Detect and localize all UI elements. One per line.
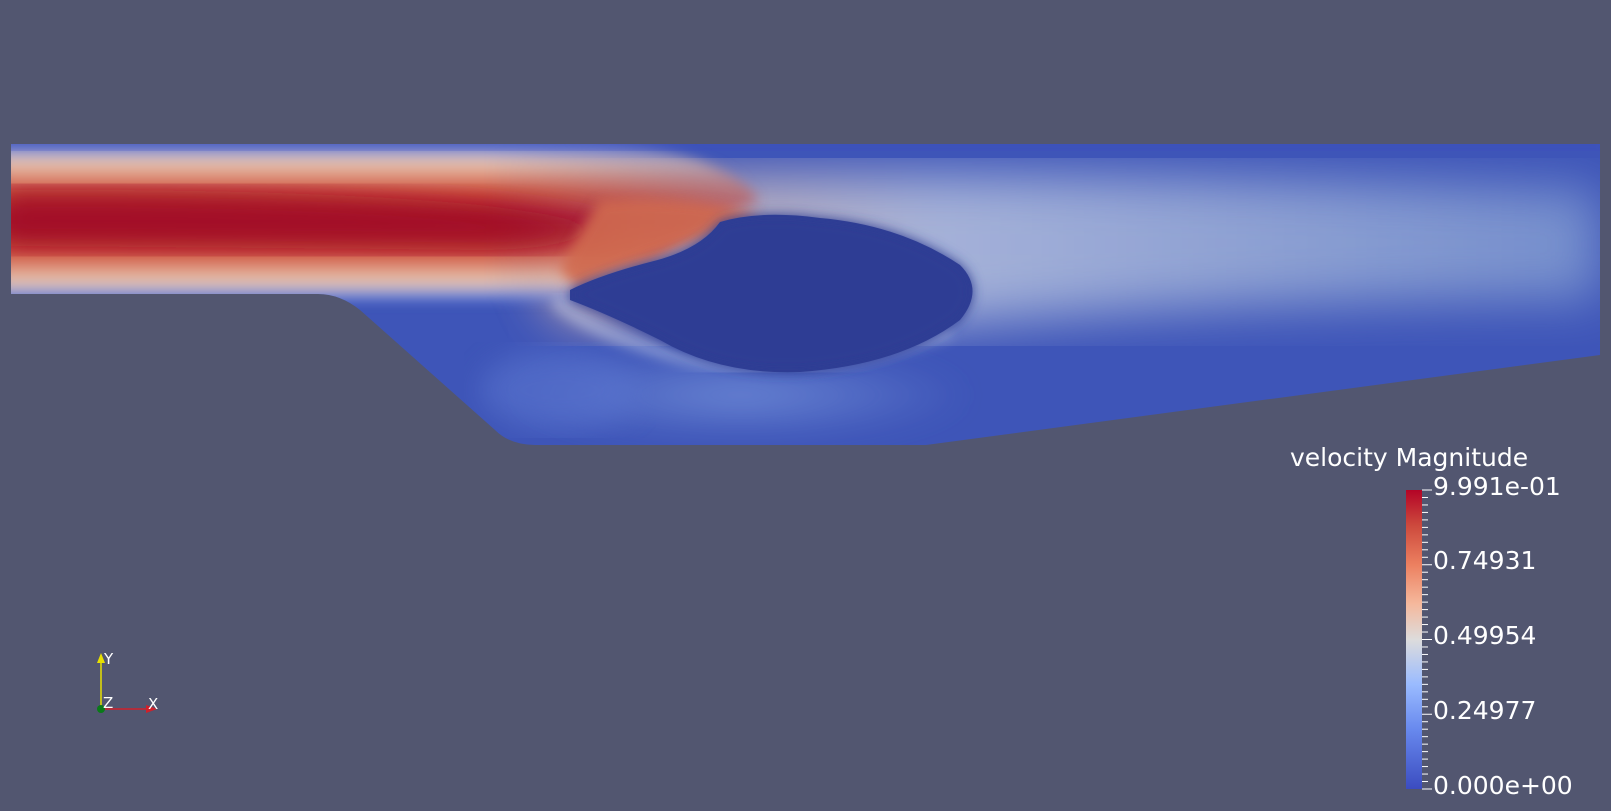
color-legend-bar[interactable] [1406,490,1422,789]
legend-label-50: 0.49954 [1433,622,1536,650]
flow-domain [0,130,1611,460]
legend-ticks [1422,490,1432,789]
legend-title: velocity Magnitude [1290,443,1528,472]
orientation-axes: Y Z X [97,650,158,713]
legend-label-75: 0.74931 [1433,547,1536,575]
z-axis-label: Z [103,694,113,712]
legend-label-min: 0.000e+00 [1433,772,1573,800]
legend-label-25: 0.24977 [1433,697,1536,725]
x-axis-label: X [148,695,158,713]
y-axis-label: Y [103,650,114,668]
legend-label-max: 9.991e-01 [1433,473,1561,501]
